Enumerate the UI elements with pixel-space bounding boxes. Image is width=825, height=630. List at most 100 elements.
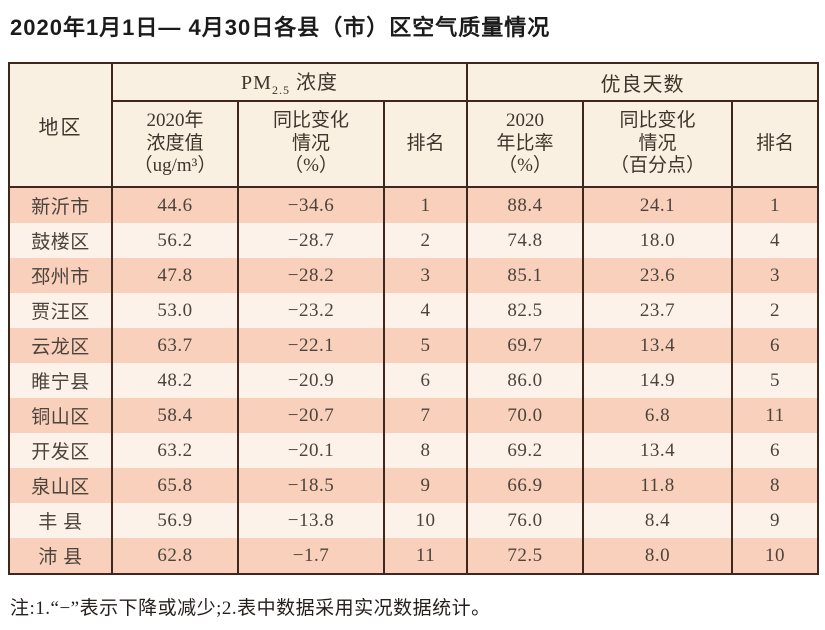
value-cell: −13.8 <box>237 503 384 538</box>
table-header: 地区 PM2.5 浓度 优良天数 2020年 浓度值 （ug/m³） 同比变化 … <box>8 63 819 188</box>
table-row: 贾汪区 53.0 −23.2 4 82.5 23.7 2 <box>8 293 819 328</box>
table-row: 睢宁县 48.2 −20.9 6 86.0 14.9 5 <box>8 363 819 398</box>
value-cell: 70.0 <box>466 398 583 433</box>
value-cell: 6 <box>730 328 819 363</box>
value-cell: 66.9 <box>466 468 583 503</box>
value-cell: −1.7 <box>237 538 384 574</box>
table-body: 新沂市 44.6 −34.6 1 88.4 24.1 1 鼓楼区 56.2 −28.7 2 74.8 1… <box>8 187 819 574</box>
region-cell: 泉山区 <box>8 468 112 503</box>
value-cell: 13.4 <box>582 328 732 363</box>
value-cell: 4 <box>730 223 819 258</box>
value-cell: −28.2 <box>237 258 384 293</box>
value-cell: 4 <box>383 293 467 328</box>
table-row: 鼓楼区 56.2 −28.7 2 74.8 18.0 4 <box>8 223 819 258</box>
value-cell: 85.1 <box>466 258 583 293</box>
value-cell: 3 <box>730 258 819 293</box>
value-cell: 1 <box>383 187 467 223</box>
value-cell: 2 <box>730 293 819 328</box>
value-cell: 10 <box>383 503 467 538</box>
value-cell: 6 <box>730 433 819 468</box>
value-cell: 76.0 <box>466 503 583 538</box>
value-cell: 8.4 <box>582 503 732 538</box>
value-cell: 6.8 <box>582 398 732 433</box>
air-quality-table: 地区 PM2.5 浓度 优良天数 2020年 浓度值 （ug/m³） 同比变化 … <box>8 62 820 575</box>
col-group-good-days: 优良天数 <box>465 63 819 102</box>
region-cell: 睢宁县 <box>8 363 112 398</box>
region-cell: 开发区 <box>8 433 112 468</box>
value-cell: 86.0 <box>466 363 583 398</box>
value-cell: −23.2 <box>237 293 384 328</box>
value-cell: 8 <box>383 433 467 468</box>
table-row: 新沂市 44.6 −34.6 1 88.4 24.1 1 <box>8 187 819 223</box>
value-cell: 3 <box>383 258 467 293</box>
value-cell: 9 <box>730 503 819 538</box>
col-header-good-rate: 2020 年比率 （%） <box>466 101 583 188</box>
value-cell: 58.4 <box>111 398 238 433</box>
table-row: 邳州市 47.8 −28.2 3 85.1 23.6 3 <box>8 258 819 293</box>
value-cell: 69.7 <box>466 328 583 363</box>
table-row: 开发区 63.2 −20.1 8 69.2 13.4 6 <box>8 433 819 468</box>
region-cell: 贾汪区 <box>8 293 112 328</box>
col-header-pm-change: 同比变化 情况 （%） <box>237 101 384 188</box>
region-cell: 鼓楼区 <box>8 223 112 258</box>
table-row: 沛 县 62.8 −1.7 11 72.5 8.0 10 <box>8 538 819 574</box>
table-row: 丰 县 56.9 −13.8 10 76.0 8.4 9 <box>8 503 819 538</box>
table-row: 泉山区 65.8 −18.5 9 66.9 11.8 8 <box>8 468 819 503</box>
value-cell: 5 <box>383 328 467 363</box>
pm-label: PM <box>241 72 272 94</box>
region-cell: 丰 县 <box>8 503 112 538</box>
value-cell: 74.8 <box>466 223 583 258</box>
footnote: 注:1.“−”表示下降或减少;2.表中数据采用实况数据统计。 <box>10 598 491 619</box>
value-cell: 5 <box>730 363 819 398</box>
value-cell: 56.9 <box>111 503 238 538</box>
value-cell: 6 <box>383 363 467 398</box>
value-cell: 8.0 <box>582 538 732 574</box>
value-cell: 82.5 <box>466 293 583 328</box>
value-cell: 65.8 <box>111 468 238 503</box>
value-cell: −20.1 <box>237 433 384 468</box>
header-sub-row: 2020年 浓度值 （ug/m³） 同比变化 情况 （%） 排名 2020 年比… <box>9 101 819 188</box>
value-cell: 9 <box>383 468 467 503</box>
region-cell: 沛 县 <box>8 538 112 574</box>
value-cell: 8 <box>730 468 819 503</box>
value-cell: −28.7 <box>237 223 384 258</box>
value-cell: 24.1 <box>582 187 732 223</box>
pm-subscript: 2.5 <box>271 83 290 97</box>
value-cell: 23.6 <box>582 258 732 293</box>
region-cell: 新沂市 <box>8 187 112 223</box>
value-cell: 14.9 <box>582 363 732 398</box>
value-cell: 1 <box>730 187 819 223</box>
region-cell: 云龙区 <box>8 328 112 363</box>
value-cell: 11 <box>383 538 467 574</box>
page-title: 2020年1月1日— 4月30日各县（市）区空气质量情况 <box>10 15 551 40</box>
value-cell: 56.2 <box>111 223 238 258</box>
col-header-region: 地区 <box>8 63 112 188</box>
value-cell: 23.7 <box>582 293 732 328</box>
value-cell: 47.8 <box>111 258 238 293</box>
region-cell: 铜山区 <box>8 398 112 433</box>
value-cell: 44.6 <box>111 187 238 223</box>
value-cell: 63.7 <box>111 328 238 363</box>
value-cell: 10 <box>730 538 819 574</box>
value-cell: 48.2 <box>111 363 238 398</box>
value-cell: 53.0 <box>111 293 238 328</box>
header-group-row: 地区 PM2.5 浓度 优良天数 <box>8 63 819 188</box>
value-cell: −18.5 <box>237 468 384 503</box>
value-cell: 7 <box>383 398 467 433</box>
pm-concentration-label: 浓度 <box>289 72 338 94</box>
value-cell: 72.5 <box>466 538 583 574</box>
table-row: 铜山区 58.4 −20.7 7 70.0 6.8 11 <box>8 398 819 433</box>
value-cell: −34.6 <box>237 187 384 223</box>
col-header-good-rank: 排名 <box>730 101 819 188</box>
value-cell: 11.8 <box>582 468 732 503</box>
col-header-good-change: 同比变化 情况 （百分点） <box>582 101 732 188</box>
value-cell: −20.7 <box>237 398 384 433</box>
value-cell: 11 <box>730 398 819 433</box>
value-cell: 62.8 <box>111 538 238 574</box>
col-group-pm25: PM2.5 浓度 <box>111 63 467 102</box>
region-cell: 邳州市 <box>8 258 112 293</box>
value-cell: 18.0 <box>582 223 732 258</box>
value-cell: 69.2 <box>466 433 583 468</box>
col-header-pm-value: 2020年 浓度值 （ug/m³） <box>111 101 238 188</box>
value-cell: 63.2 <box>111 433 238 468</box>
